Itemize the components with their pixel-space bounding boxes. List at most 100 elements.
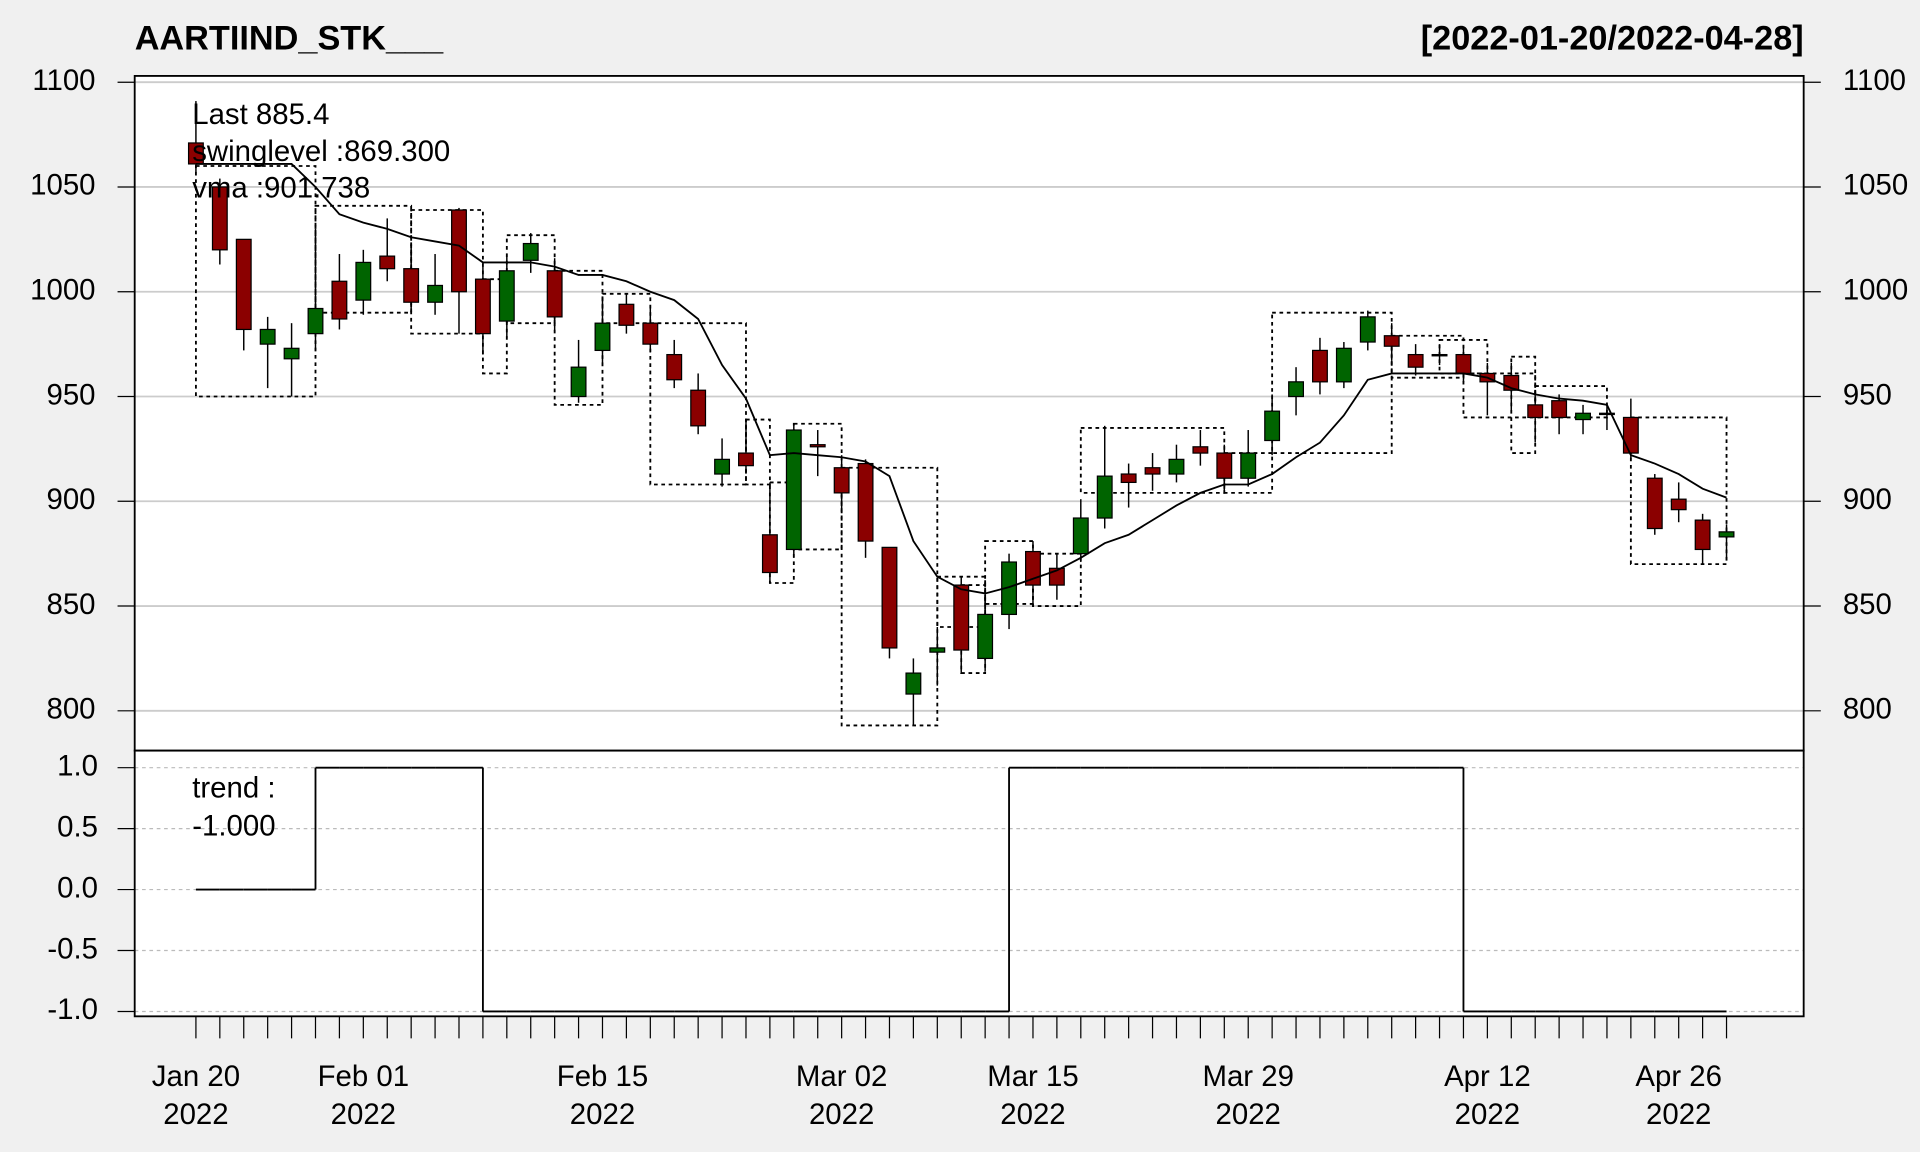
y-tick-label: 1100: [32, 64, 95, 97]
candle-body: [1575, 412, 1591, 421]
chart-subtitle: [2022-01-20/2022-04-28]: [1421, 19, 1804, 57]
candle-body: [977, 613, 994, 660]
x-tick-label: Apr 12 2022: [1444, 1060, 1531, 1132]
candle-body: [1192, 446, 1209, 454]
candle-body: [1264, 410, 1281, 442]
y-tick-label: -1.0: [47, 993, 98, 1026]
candle-body: [379, 255, 396, 270]
trend-panel-frame: [133, 749, 1805, 1018]
candle-body: [1383, 335, 1400, 347]
swing-box: [649, 322, 747, 486]
candle-body: [1335, 347, 1352, 383]
candle-body: [618, 303, 635, 326]
y-tick-label: 800: [46, 693, 95, 726]
candle-body: [881, 546, 898, 649]
y-tick-label: 850: [46, 588, 95, 621]
candle-body: [809, 444, 826, 448]
candle-body: [594, 322, 611, 352]
swing-box: [553, 269, 604, 406]
candle-body: [738, 452, 754, 467]
y-tick-label-right: 800: [1843, 693, 1892, 726]
candle-body: [1216, 452, 1233, 479]
candle-body: [1670, 498, 1687, 511]
candle-body: [1551, 400, 1568, 419]
candle-body: [546, 270, 563, 318]
candle-body: [642, 322, 659, 345]
chart-title: AARTIIND_STK___: [135, 19, 444, 57]
y-tick-label: 1050: [30, 169, 95, 202]
candle-body: [1120, 473, 1137, 484]
candle-body: [1455, 353, 1472, 375]
y-tick-label: 900: [46, 483, 95, 516]
candle-body: [331, 280, 348, 320]
x-tick-label: Mar 29 2022: [1202, 1060, 1294, 1132]
candle-body: [259, 328, 276, 345]
candle-body: [1407, 353, 1424, 368]
candle-body: [1527, 404, 1544, 419]
candle-body: [1144, 467, 1161, 475]
candle-body: [1288, 381, 1305, 398]
legend-text: swinglevel :869.300: [192, 135, 450, 168]
y-tick-label-right: 1050: [1843, 169, 1908, 202]
y-tick-label-right: 1100: [1843, 64, 1906, 97]
y-tick-label-right: 900: [1843, 483, 1892, 516]
candle-body: [833, 467, 850, 494]
candle-body: [1168, 458, 1185, 475]
candle-body: [1359, 316, 1376, 343]
candle-body: [785, 429, 802, 551]
candle-body: [929, 647, 946, 653]
candle-body: [1312, 349, 1328, 383]
candle-body: [905, 672, 922, 695]
candle-body: [1096, 475, 1113, 519]
swing-box: [1271, 311, 1393, 454]
swing-box: [1032, 552, 1082, 607]
y-tick-label: 1000: [30, 274, 95, 307]
candle-body: [953, 584, 970, 651]
candle-body: [761, 534, 778, 574]
y-tick-label: -0.5: [47, 932, 98, 965]
candle-body: [235, 238, 252, 331]
candle-body: [427, 284, 444, 303]
y-tick-label-right: 1000: [1843, 274, 1908, 307]
candle-body: [857, 462, 874, 542]
candle-body: [1718, 531, 1735, 538]
candle-body: [666, 353, 683, 381]
y-tick-label: 950: [46, 378, 95, 411]
candle-body: [283, 347, 300, 360]
candle-body: [1598, 412, 1615, 416]
y-tick-label: 1.0: [57, 749, 98, 782]
swing-box: [1079, 427, 1226, 494]
candle-body: [211, 186, 228, 251]
x-tick-label: Feb 01 2022: [317, 1060, 410, 1132]
swing-box: [195, 165, 317, 398]
x-tick-label: Mar 15 2022: [987, 1060, 1079, 1132]
candle-body: [1694, 519, 1711, 551]
candle-body: [714, 458, 731, 475]
candle-body: [1072, 517, 1089, 555]
y-tick-label: 0.5: [57, 810, 98, 843]
legend-text: trend :: [192, 772, 275, 805]
y-tick-label-right: 850: [1843, 588, 1892, 621]
candle-body: [1622, 416, 1639, 454]
legend-text: vma :901.738: [192, 172, 370, 205]
x-tick-label: Jan 20 2022: [151, 1060, 241, 1132]
plot-background: [134, 75, 1804, 1017]
vma-line: [195, 163, 1727, 595]
candle-body: [474, 278, 491, 335]
x-tick-label: Apr 26 2022: [1635, 1060, 1722, 1132]
y-tick-label: 0.0: [57, 871, 98, 904]
candle-body: [498, 270, 515, 322]
x-tick-label: Mar 02 2022: [795, 1060, 888, 1132]
candle-body: [1431, 353, 1448, 357]
candle-body: [355, 261, 372, 301]
candle-body: [522, 242, 539, 261]
candle-body: [690, 389, 707, 427]
candle-body: [403, 268, 420, 303]
candle-body: [570, 366, 587, 398]
legend-text: Last 885.4: [192, 98, 329, 131]
candle-body: [307, 307, 324, 335]
candle-body: [1646, 477, 1663, 530]
